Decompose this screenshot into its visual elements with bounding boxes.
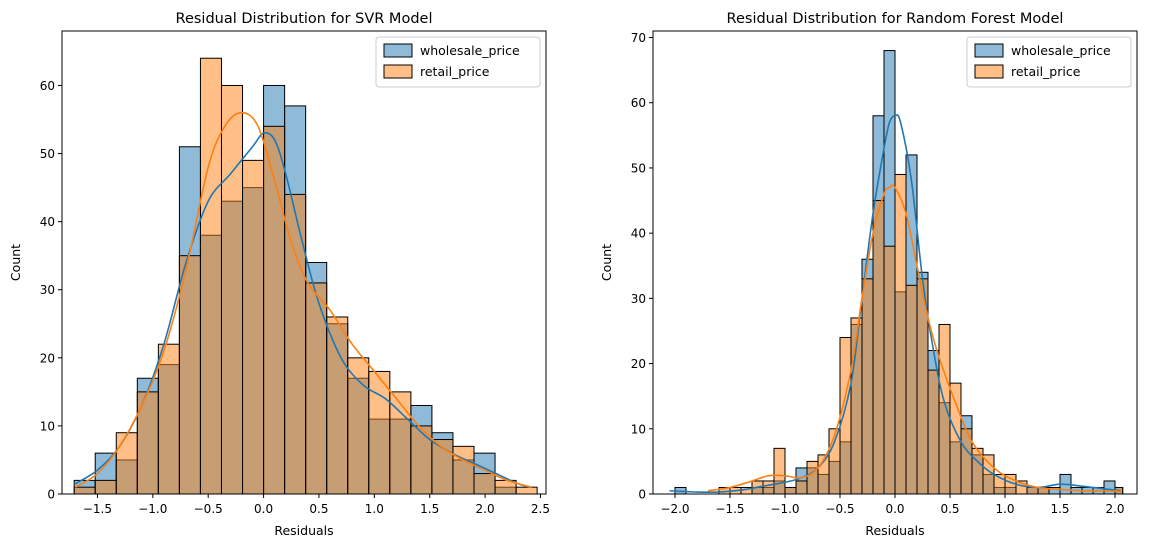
rf-chart: Residual Distribution for Random Forest … [599,11,1138,538]
rf-kde-retail_price [707,184,1121,493]
svr-axes-frame [61,30,547,495]
rf-ytick-label-1: 10 [631,422,646,436]
rf-bar-retail_price-11 [839,336,852,494]
svr-ytick-label-0: 0 [47,488,55,502]
rf-ytick-label-5: 50 [631,161,646,175]
svr-xtick-label-7: 2.0 [476,502,495,516]
rf-xtick-label-2: −1.0 [770,502,799,516]
svr-xtick-label-5: 1.0 [365,502,384,516]
svr-bar-retail_price-18 [452,445,475,494]
svr-ytick-label-3: 30 [40,283,55,297]
svr-bar-retail_price-21 [515,486,538,494]
rf-legend-swatch-wholesale_price [974,43,1004,58]
rf-ytick-label-4: 40 [631,227,646,241]
svr-xtick-label-3: 0.0 [254,502,273,516]
svr-plot-area [73,57,538,494]
rf-xtick-label-7: 1.5 [1050,502,1069,516]
svr-ytick-label-5: 50 [40,147,55,161]
rf-ytick-label-7: 70 [631,31,646,45]
svr-bar-retail_price-19 [473,473,496,494]
svr-bar-retail_price-7 [220,84,244,494]
svr-xtick-label-4: 0.5 [309,502,328,516]
rf-xtick-label-1: −1.5 [715,502,744,516]
rf-xtick-label-3: −0.5 [825,502,854,516]
rf-bar-retail_price-15 [883,245,896,494]
svr-kde-retail_price [74,111,532,488]
rf-bar-retail_price-14 [872,200,885,494]
rf-bar-retail_price-17 [905,284,918,494]
svr-legend-swatch-retail_price [383,64,413,79]
rf-bar-retail_price-6 [784,486,797,494]
rf-bar-retail_price-5 [773,447,786,494]
svr-ylabel: Count [8,244,23,281]
rf-bar-wholesale_price-39 [1103,480,1116,494]
svr-bar-retail_price-4 [157,343,180,494]
rf-legend-box [966,36,1132,88]
svr-chart: Residual Distribution for SVR Model −1.5 −… [8,11,550,538]
rf-ytick-label-3: 30 [631,292,646,306]
svr-bar-retail_price-12 [326,316,349,494]
rf-plot-area [669,50,1124,494]
rf-hist-retail_price [718,173,1124,494]
svr-legend-label-wholesale_price: wholesale_price [420,43,520,58]
rf-bar-retail_price-16 [894,173,907,494]
svr-legend-label-retail_price: retail_price [420,64,490,79]
rf-xtick-label-4: 0.0 [885,502,904,516]
rf-bar-retail_price-24 [982,454,995,494]
svr-bar-retail_price-10 [284,193,307,494]
rf-bar-retail_price-13 [861,278,874,494]
rf-legend-swatch-retail_price [974,64,1004,79]
rf-bar-retail_price-4 [762,480,775,494]
svr-ytick-label-2: 20 [40,351,55,365]
svr-bar-retail_price-2 [115,432,138,494]
svr-xtick-label-8: 2.5 [531,502,550,516]
rf-ylabel: Count [599,244,614,281]
rf-bar-retail_price-19 [927,369,940,494]
rf-legend: wholesale_price retail_price [966,36,1132,88]
svr-bar-retail_price-5 [178,255,201,494]
rf-bar-retail_price-7 [795,480,808,494]
rf-title: Residual Distribution for Random Forest … [727,11,1064,27]
svr-legend-box [375,36,541,88]
svr-bar-retail_price-1 [94,479,117,494]
svr-title: Residual Distribution for SVR Model [176,11,433,27]
rf-xtick-label-0: −2.0 [660,502,689,516]
svr-xtick-label-6: 1.5 [420,502,439,516]
svr-xtick-label-0: −1.5 [83,502,112,516]
svr-bar-retail_price-14 [368,370,391,494]
rf-ytick-label-6: 60 [631,96,646,110]
svr-ytick-label-4: 40 [40,215,55,229]
svr-ytick-label-6: 60 [40,79,55,93]
rf-ytick-label-2: 20 [631,357,646,371]
rf-bar-retail_price-20 [938,323,951,494]
rf-bar-retail_price-28 [1026,486,1039,494]
svr-legend: wholesale_price retail_price [375,36,541,88]
svr-xtick-label-1: −1.0 [138,502,167,516]
svr-bar-retail_price-0 [73,486,96,494]
svr-bar-retail_price-15 [389,391,412,494]
svr-bar-retail_price-6 [199,57,222,494]
rf-legend-label-wholesale_price: wholesale_price [1011,43,1111,58]
rf-xlabel: Residuals [865,523,924,538]
rf-xtick-label-5: 0.5 [940,502,959,516]
svr-xlabel: Residuals [274,523,333,538]
svr-xtick-label-2: −0.5 [194,502,223,516]
rf-kde-wholesale_price [669,114,1121,494]
svr-ytick-label-1: 10 [40,419,55,433]
rf-xtick-label-8: 2.0 [1105,502,1124,516]
rf-bar-retail_price-10 [828,428,841,494]
rf-ytick-label-0: 0 [638,488,646,502]
svr-legend-swatch-wholesale_price [383,43,413,58]
svr-bar-retail_price-8 [242,159,265,494]
rf-legend-label-retail_price: retail_price [1011,64,1081,79]
rf-bar-retail_price-8 [806,460,819,494]
rf-xtick-label-6: 1.0 [995,502,1014,516]
svr-bar-retail_price-13 [347,357,370,494]
